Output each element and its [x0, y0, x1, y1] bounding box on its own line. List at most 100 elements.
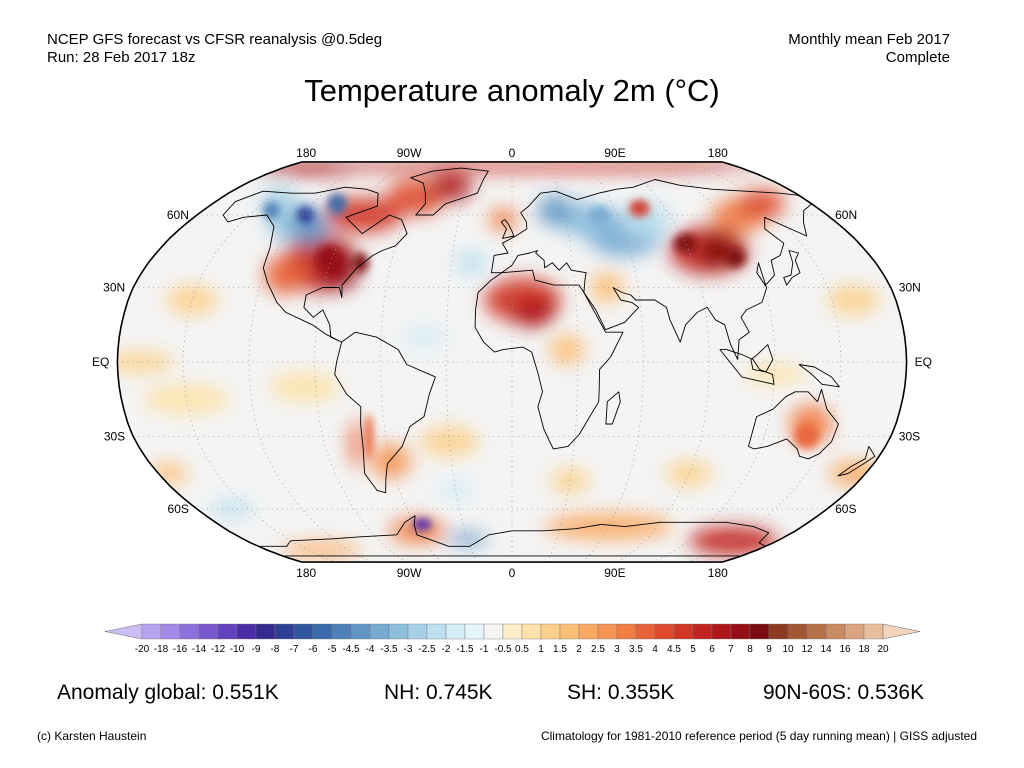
anomaly-patch — [689, 526, 778, 556]
colorbar-swatch — [141, 623, 162, 640]
lon-label-top: 90E — [604, 146, 625, 160]
colorbar-swatch — [236, 623, 257, 640]
map-title: Temperature anomaly 2m (°C) — [304, 73, 720, 108]
colorbar-tick-label: 5 — [690, 644, 696, 655]
anomaly-patch — [166, 285, 218, 315]
anomaly-patch — [412, 517, 433, 531]
colorbar-tick-label: 0.5 — [515, 644, 529, 655]
colorbar-swatch — [578, 623, 599, 640]
colorbar-tick-label: -12 — [211, 644, 226, 655]
colorbar-tick-label: -1.5 — [456, 644, 474, 655]
coastline-madagascar — [605, 391, 621, 425]
header-left: NCEP GFS forecast vs CFSR reanalysis @0.… — [47, 31, 382, 67]
lat-label-left: 30N — [103, 281, 125, 295]
colorbar-swatch — [312, 623, 333, 640]
colorbar-swatch — [806, 623, 827, 640]
colorbar-tick-label: 1.5 — [553, 644, 567, 655]
colorbar-swatch — [787, 623, 808, 640]
colorbar-swatch — [179, 623, 200, 640]
anomaly-patch — [455, 250, 488, 276]
stat-sh-anomaly: SH: 0.355K — [567, 681, 675, 704]
run-time: Run: 28 Feb 2017 18z — [47, 49, 196, 66]
colorbar-tick-label: 7 — [728, 644, 734, 655]
anomaly-patch — [537, 195, 573, 226]
colorbar-swatch — [616, 623, 637, 640]
lon-label-bottom: 0 — [509, 566, 516, 580]
anomaly-patch — [744, 364, 806, 385]
colorbar-tick-label: -16 — [173, 644, 188, 655]
colorbar-tick-label: -7 — [290, 644, 299, 655]
coastline-north-america — [222, 186, 408, 343]
colorbar-tick-label: 4 — [652, 644, 658, 655]
colorbar-swatch — [863, 623, 884, 640]
lat-label-left: 30S — [104, 430, 125, 444]
map-field — [117, 161, 907, 563]
meridian-line — [616, 161, 710, 563]
colorbar-tick-label: 6 — [709, 644, 715, 655]
colorbar-swatch — [844, 623, 865, 640]
colorbar-swatch — [559, 623, 580, 640]
lon-label-top: 180 — [296, 146, 316, 160]
stat-nh-anomaly: NH: 0.745K — [384, 681, 493, 704]
colorbar-tick-label: -1 — [480, 644, 489, 655]
anomaly-patch — [117, 352, 175, 372]
stat-global-anomaly: Anomaly global: 0.551K — [57, 681, 279, 704]
anomaly-patch — [550, 468, 590, 493]
colorbar-swatch — [749, 623, 770, 640]
colorbar-swatch — [635, 623, 656, 640]
anomaly-patch — [349, 419, 363, 469]
colorbar-tick-label: -9 — [252, 644, 261, 655]
coastline-antarctica — [258, 515, 770, 557]
header-right: Monthly mean Feb 2017 Complete — [788, 31, 950, 67]
lon-label-bottom: 90E — [604, 566, 625, 580]
anomaly-patch — [629, 199, 650, 218]
anomaly-patch — [544, 513, 674, 540]
anomaly-patch — [725, 248, 746, 268]
colorbar-swatch — [730, 623, 751, 640]
colorbar-swatch — [160, 623, 181, 640]
graticule — [117, 161, 907, 563]
stat-arctic-anomaly: 90N-60S: 0.536K — [763, 681, 925, 704]
colorbar-tick-label: 16 — [839, 644, 851, 655]
anomaly-patch — [610, 161, 760, 170]
colorbar-swatch — [692, 623, 713, 640]
colorbar-tick-label: 1 — [538, 644, 544, 655]
anomaly-patch — [549, 334, 585, 365]
colorbar-tick-label: 2.5 — [591, 644, 605, 655]
colorbar-tick-label: -14 — [192, 644, 207, 655]
anomaly-patch — [511, 297, 556, 328]
anomaly-patch — [370, 443, 411, 479]
coastline-uk — [500, 219, 515, 239]
coastline-australia — [748, 388, 839, 460]
colorbar-swatch — [768, 623, 789, 640]
colorbar-swatch — [407, 623, 428, 640]
anomaly-patch — [794, 424, 820, 449]
colorbar-tick-label: -6 — [309, 644, 318, 655]
colorbar-tick-label: 12 — [801, 644, 813, 655]
colorbar-tick-label: 3 — [614, 644, 620, 655]
lat-label-left: 60S — [168, 502, 189, 516]
anomaly-patch — [327, 193, 348, 215]
meridian-line — [314, 161, 408, 563]
lat-label-right: 60N — [835, 208, 857, 222]
colorbar-tick-label: -18 — [154, 644, 169, 655]
colorbar-tick-label: 3.5 — [629, 644, 643, 655]
colorbar-tick-label: -2.5 — [418, 644, 436, 655]
climatology-note: Climatology for 1981-2010 reference peri… — [540, 729, 977, 743]
colorbar-tick-label: -3.5 — [380, 644, 398, 655]
anomaly-patch — [210, 499, 253, 519]
colorbar-swatch — [198, 623, 219, 640]
anomaly-patch — [589, 272, 624, 303]
anomaly-patch — [264, 255, 306, 295]
coastline-new-guinea — [798, 364, 840, 388]
anomaly-patch — [280, 542, 363, 558]
colorbar-swatch — [711, 623, 732, 640]
anomaly-patch — [488, 208, 518, 231]
completeness-status: Complete — [885, 49, 950, 66]
coastline-japan — [783, 250, 801, 286]
colorbar-tick-label: -4.5 — [342, 644, 360, 655]
colorbar-tick-label: 4.5 — [667, 644, 681, 655]
colorbar-swatch — [274, 623, 295, 640]
lon-label-bottom: 180 — [296, 566, 316, 580]
colorbar-swatch — [331, 623, 352, 640]
